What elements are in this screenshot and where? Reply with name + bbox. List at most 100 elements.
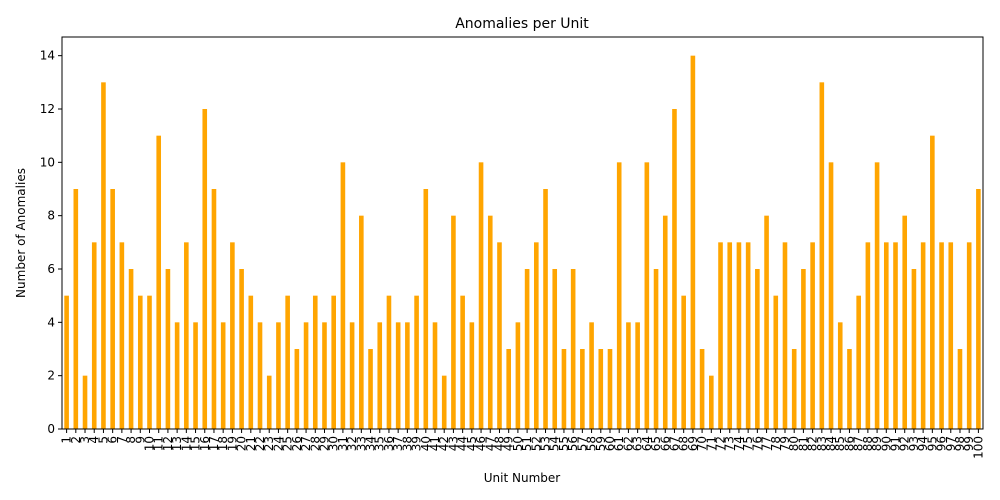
x-tick-label: 64 bbox=[640, 436, 654, 451]
bar-unit-25 bbox=[285, 295, 290, 429]
bar-unit-23 bbox=[266, 375, 272, 429]
x-tick-label: 97 bbox=[944, 436, 958, 451]
x-tick-label: 34 bbox=[364, 436, 378, 451]
x-tick-label: 43 bbox=[446, 436, 460, 451]
x-tick-label: 46 bbox=[474, 436, 488, 451]
x-tick-label: 8 bbox=[124, 436, 138, 444]
x-tick-label: 13 bbox=[170, 436, 184, 451]
x-tick-label: 5 bbox=[96, 436, 110, 444]
x-tick-label: 39 bbox=[410, 436, 424, 451]
bar-unit-52 bbox=[534, 242, 539, 429]
bar-unit-69 bbox=[690, 55, 696, 430]
x-tick-label: 22 bbox=[253, 436, 267, 451]
x-tick-label: 80 bbox=[787, 436, 801, 451]
x-tick-label: 35 bbox=[373, 436, 387, 451]
x-tick-label: 93 bbox=[907, 436, 921, 451]
bar-unit-98 bbox=[957, 349, 963, 429]
bar-unit-87 bbox=[856, 295, 861, 429]
x-tick-label: 3 bbox=[78, 436, 92, 444]
chart-title: Anomalies per Unit bbox=[455, 16, 589, 32]
x-tick-label: 17 bbox=[207, 436, 221, 451]
bar-unit-3 bbox=[82, 375, 88, 429]
bar-unit-22 bbox=[257, 322, 263, 429]
bar-unit-71 bbox=[709, 375, 714, 429]
bar-unit-19 bbox=[230, 242, 235, 429]
bar-unit-84 bbox=[828, 162, 834, 430]
x-tick-label: 95 bbox=[925, 436, 939, 451]
x-tick-label: 94 bbox=[916, 436, 930, 451]
y-axis-title: Number of Anomalies bbox=[14, 168, 28, 298]
bar-unit-78 bbox=[773, 295, 779, 429]
bar-unit-89 bbox=[874, 162, 880, 430]
x-tick-label: 89 bbox=[870, 436, 884, 451]
y-tick-label: 14 bbox=[40, 49, 55, 63]
bar-unit-79 bbox=[782, 242, 788, 429]
bar-unit-96 bbox=[939, 242, 944, 429]
bar-unit-70 bbox=[699, 349, 705, 429]
x-tick-label: 20 bbox=[235, 436, 249, 451]
x-tick-label: 67 bbox=[667, 436, 681, 451]
x-axis: 1234567891011121314151617181920212223242… bbox=[60, 429, 985, 459]
x-tick-label: 76 bbox=[750, 436, 764, 451]
x-tick-label: 4 bbox=[87, 436, 101, 444]
x-tick-label: 52 bbox=[529, 436, 543, 451]
bar-unit-93 bbox=[911, 269, 917, 429]
bar-unit-75 bbox=[745, 242, 751, 429]
y-tick-label: 4 bbox=[47, 315, 55, 329]
x-tick-label: 33 bbox=[354, 436, 368, 451]
bar-unit-31 bbox=[340, 162, 346, 430]
bar-unit-28 bbox=[312, 295, 318, 429]
bar-unit-33 bbox=[359, 215, 364, 429]
x-tick-label: 38 bbox=[400, 436, 414, 451]
x-tick-label: 60 bbox=[603, 436, 617, 451]
x-tick-label: 63 bbox=[631, 436, 645, 451]
x-tick-label: 71 bbox=[704, 436, 718, 451]
bar-unit-77 bbox=[764, 215, 769, 429]
bar-unit-43 bbox=[451, 215, 456, 429]
bar-unit-76 bbox=[755, 269, 760, 429]
x-tick-label: 98 bbox=[953, 436, 967, 451]
bar-unit-41 bbox=[432, 322, 438, 429]
bar-unit-64 bbox=[644, 162, 650, 430]
x-tick-label: 68 bbox=[677, 436, 691, 451]
x-tick-label: 70 bbox=[695, 436, 709, 451]
bar-unit-29 bbox=[322, 322, 327, 429]
y-tick-label: 6 bbox=[47, 262, 55, 276]
y-axis: 0 2 4 6 8 10 12 14 bbox=[40, 49, 62, 436]
bar-unit-90 bbox=[883, 242, 889, 429]
x-tick-label: 15 bbox=[189, 436, 203, 451]
bar-unit-57 bbox=[580, 349, 585, 429]
bar-unit-12 bbox=[165, 269, 171, 429]
x-tick-label: 92 bbox=[898, 436, 912, 451]
y-tick-label: 8 bbox=[47, 209, 55, 223]
x-tick-label: 84 bbox=[824, 436, 838, 451]
plot-frame bbox=[61, 36, 984, 430]
x-tick-label: 44 bbox=[456, 436, 470, 451]
bar-unit-72 bbox=[718, 242, 723, 429]
x-tick-label: 82 bbox=[806, 436, 820, 451]
bar-unit-56 bbox=[570, 269, 576, 429]
x-tick-label: 69 bbox=[686, 436, 700, 451]
x-tick-label: 66 bbox=[658, 436, 672, 451]
bars-group bbox=[64, 55, 981, 430]
y-tick-label: 0 bbox=[47, 422, 55, 436]
x-tick-label: 1 bbox=[60, 436, 74, 444]
bar-unit-51 bbox=[524, 269, 530, 429]
bar-unit-20 bbox=[239, 269, 244, 429]
x-tick-label: 77 bbox=[760, 436, 774, 451]
bar-unit-36 bbox=[386, 295, 392, 429]
bar-unit-62 bbox=[626, 322, 631, 429]
x-tick-label: 86 bbox=[842, 436, 856, 451]
x-tick-label: 14 bbox=[179, 436, 193, 451]
x-tick-label: 32 bbox=[345, 436, 359, 451]
x-tick-label: 23 bbox=[262, 436, 276, 451]
x-tick-label: 12 bbox=[161, 436, 175, 451]
x-tick-label: 91 bbox=[889, 436, 903, 451]
x-tick-label: 7 bbox=[115, 436, 129, 444]
bar-unit-82 bbox=[810, 242, 815, 429]
x-tick-label: 6 bbox=[106, 436, 120, 444]
bar-unit-39 bbox=[414, 295, 419, 429]
bar-unit-60 bbox=[607, 349, 613, 429]
x-tick-label: 50 bbox=[511, 436, 525, 451]
